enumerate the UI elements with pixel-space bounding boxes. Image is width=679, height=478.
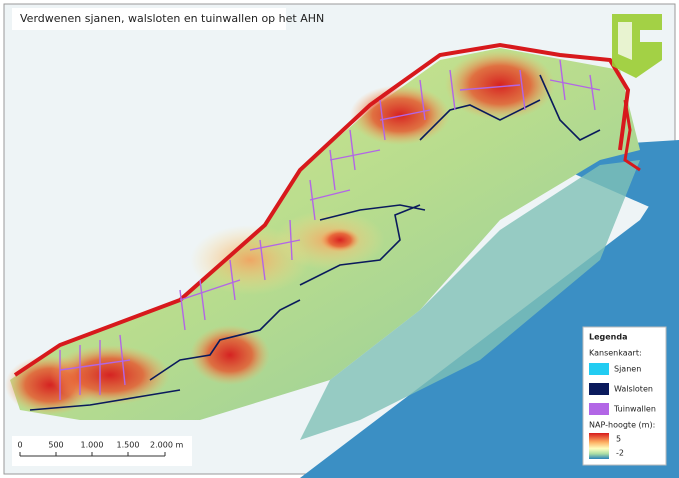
scale-label: 1.000 bbox=[81, 441, 104, 450]
title-box bbox=[12, 8, 286, 30]
legend-label: Walsloten bbox=[614, 385, 653, 394]
legend-label: Tuinwallen bbox=[613, 405, 656, 414]
map-title: Verdwenen sjanen, walsloten en tuinwalle… bbox=[20, 12, 324, 25]
elevation-max: 5 bbox=[616, 435, 621, 444]
scale-label: 0 bbox=[17, 441, 22, 450]
legend: Legenda Kansenkaart: Sjanen Walsloten Tu… bbox=[582, 326, 667, 466]
scale-label: 2.000 m bbox=[150, 441, 183, 450]
scale-label: 1.500 bbox=[117, 441, 140, 450]
map-canvas bbox=[3, 3, 679, 478]
legend-section: Kansenkaart: bbox=[589, 349, 642, 358]
legend-label: Sjanen bbox=[614, 365, 641, 374]
low-land bbox=[300, 160, 640, 440]
legend-section: NAP-hoogte (m): bbox=[589, 421, 655, 430]
legend-swatch bbox=[589, 383, 609, 395]
scale-bar: 0 500 1.000 1.500 2.000 m bbox=[12, 436, 192, 466]
scale-label: 500 bbox=[48, 441, 63, 450]
legend-swatch bbox=[589, 403, 609, 415]
legend-title: Legenda bbox=[589, 333, 628, 342]
tuinwallen-lines bbox=[59, 59, 601, 400]
walsloten-lines bbox=[29, 74, 601, 411]
elevation-ramp bbox=[589, 433, 609, 459]
elevation-min: -2 bbox=[616, 449, 624, 458]
logo bbox=[612, 14, 662, 78]
legend-swatch bbox=[589, 363, 609, 375]
